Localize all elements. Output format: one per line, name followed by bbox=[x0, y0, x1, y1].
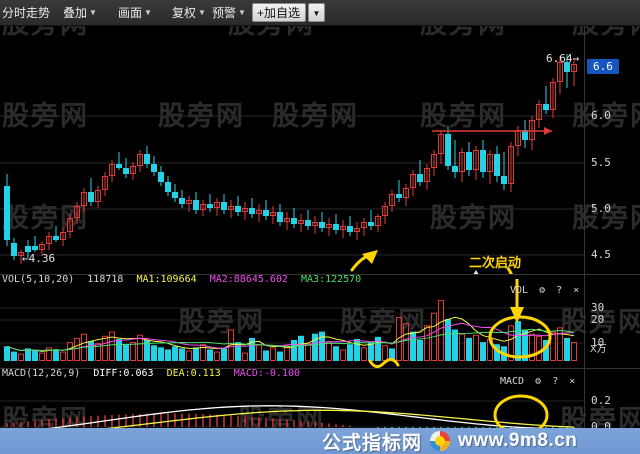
price-axis-label-4: 4.5 bbox=[591, 248, 611, 261]
main-toolbar: 分时走势 叠加 ▼ 画面 ▼ 复权 ▼ 预警 ▼ +加自选 ▼ bbox=[0, 0, 640, 26]
chevron-down-icon: ▼ bbox=[89, 8, 97, 17]
second-launch-annotation: 二次启动 bbox=[469, 255, 522, 270]
banner-title: 公式指标网 bbox=[322, 432, 423, 454]
volume-title: VOL(5,10,20) bbox=[2, 274, 75, 285]
macd-axis: 0.2 0.0 bbox=[584, 369, 640, 436]
macd-header: MACD(12,26,9) DIFF:0.063 DEA:0.113 MACD:… bbox=[2, 368, 307, 379]
toolbar-item-label: 复权 bbox=[172, 6, 197, 20]
add-to-watchlist-button[interactable]: +加自选 bbox=[252, 3, 306, 22]
macd-panel-controls[interactable]: MACD ⚙ ? × bbox=[500, 376, 580, 387]
toolbar-item-3[interactable]: 复权 ▼ bbox=[172, 4, 206, 22]
toolbar-item-label: 预警 bbox=[212, 6, 237, 20]
chevron-down-icon: ▼ bbox=[144, 8, 152, 17]
chevron-down-icon: ▼ bbox=[198, 8, 206, 17]
chevron-down-icon: ▼ bbox=[238, 8, 246, 17]
site-banner: 公式指标网 www.9m8.cn bbox=[0, 428, 640, 454]
volume-axis: X万 30 20 10 bbox=[584, 275, 640, 368]
macd-axis-label-0: 0.2 bbox=[591, 394, 611, 407]
volume-axis-unit: X万 bbox=[590, 344, 607, 355]
high-price-marker: 6.64→ bbox=[546, 52, 580, 65]
volume-ma2: MA2:88645.602 bbox=[209, 274, 288, 285]
help-icon[interactable]: ? bbox=[556, 285, 563, 296]
close-icon[interactable]: × bbox=[569, 376, 576, 387]
macd-title: MACD(12,26,9) bbox=[2, 368, 81, 379]
candlestick-svg bbox=[0, 54, 584, 274]
gear-icon[interactable]: ⚙ bbox=[535, 376, 542, 387]
volume-axis-label-2: 10 bbox=[591, 336, 605, 349]
volume-ma3: MA3:122570 bbox=[301, 274, 362, 285]
price-axis: 6.6 6.0 5.5 5.0 4.5 bbox=[584, 26, 640, 274]
macd-svg bbox=[0, 394, 584, 436]
gear-icon[interactable]: ⚙ bbox=[539, 285, 546, 296]
volume-panel[interactable]: X万 30 20 10 VOL(5,10,20) 118718 MA1:109664… bbox=[0, 274, 640, 368]
toolbar-item-1[interactable]: 叠加 ▼ bbox=[63, 4, 97, 22]
volume-ma1: MA1:109664 bbox=[136, 274, 197, 285]
price-axis-label-2: 5.5 bbox=[591, 156, 611, 169]
price-axis-label-3: 5.0 bbox=[591, 202, 611, 215]
site-logo-icon bbox=[430, 431, 451, 451]
volume-header: VOL(5,10,20) 118718 MA1:109664 MA2:88645… bbox=[2, 274, 368, 285]
toolbar-item-0[interactable]: 分时走势 bbox=[2, 4, 50, 22]
price-chart-panel[interactable]: 6.64→ ←4.36 一次启动 二次启动 6.6 6.0 5.5 5.0 4.5 bbox=[0, 26, 640, 274]
macd-plot-area[interactable] bbox=[0, 369, 584, 436]
volume-plot-area[interactable] bbox=[0, 275, 584, 368]
price-axis-label-0: 6.6 bbox=[587, 59, 619, 74]
toolbar-item-label: 画面 bbox=[118, 6, 143, 20]
low-price-marker: ←4.36 bbox=[22, 252, 56, 265]
volume-axis-label-0: 30 bbox=[591, 301, 605, 314]
macd-panel[interactable]: 0.2 0.0 MACD(12,26,9) DIFF:0.063 DEA:0.11… bbox=[0, 368, 640, 436]
toolbar-item-2[interactable]: 画面 ▼ bbox=[118, 4, 152, 22]
close-icon[interactable]: × bbox=[573, 285, 580, 296]
macd-dea: DEA:0.113 bbox=[166, 368, 221, 379]
chevron-down-icon[interactable]: ▼ bbox=[308, 3, 325, 22]
volume-panel-controls[interactable]: VOL ⚙ ? × bbox=[510, 285, 584, 296]
toolbar-item-label: 分时走势 bbox=[2, 6, 51, 20]
volume-ctl-label: VOL bbox=[510, 285, 529, 296]
volume-axis-label-1: 20 bbox=[591, 313, 605, 326]
price-axis-label-1: 6.0 bbox=[591, 109, 611, 122]
volume-svg bbox=[0, 279, 584, 368]
help-icon[interactable]: ? bbox=[552, 376, 559, 387]
candlestick-plot-area[interactable]: 6.64→ ←4.36 一次启动 二次启动 bbox=[0, 26, 584, 274]
macd-ctl-label: MACD bbox=[500, 376, 525, 387]
toolbar-item-4[interactable]: 预警 ▼ bbox=[212, 4, 246, 22]
macd-diff: DIFF:0.063 bbox=[93, 368, 154, 379]
macd-value: MACD:-0.100 bbox=[233, 368, 301, 379]
toolbar-item-label: 叠加 bbox=[63, 6, 88, 20]
banner-url: www.9m8.cn bbox=[458, 430, 578, 451]
volume-value: 118718 bbox=[87, 274, 124, 285]
